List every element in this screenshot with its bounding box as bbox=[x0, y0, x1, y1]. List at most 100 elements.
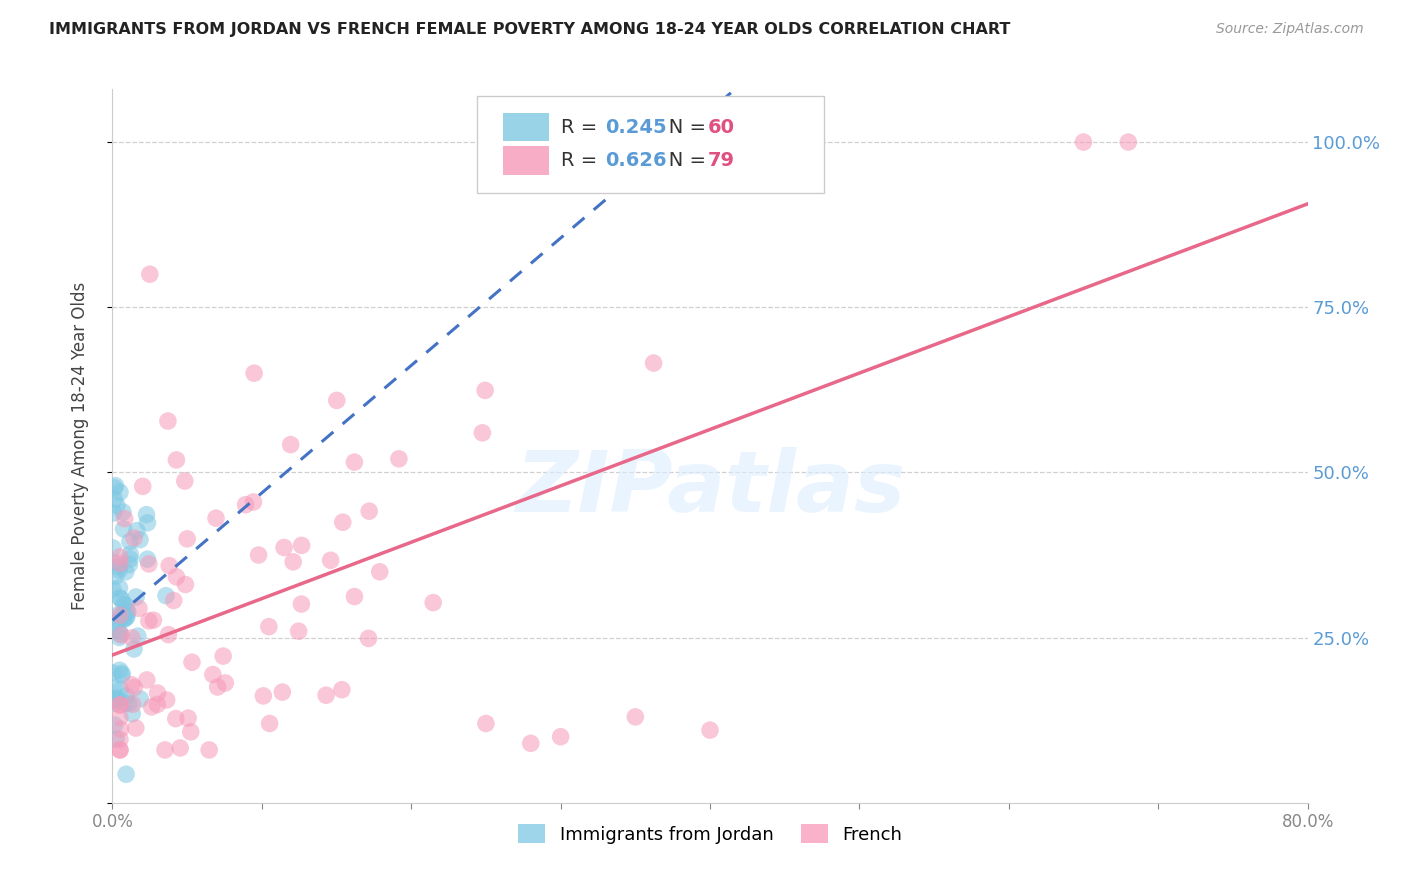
Point bbox=[1073, 135, 1095, 149]
Point bbox=[125, 590, 148, 604]
Point bbox=[105, 692, 128, 706]
Point bbox=[122, 642, 145, 657]
Point bbox=[108, 581, 131, 595]
Point bbox=[243, 366, 266, 380]
Point bbox=[118, 558, 141, 572]
Point bbox=[643, 356, 665, 370]
Point bbox=[173, 474, 195, 488]
Point bbox=[280, 437, 302, 451]
Point bbox=[388, 451, 411, 466]
Point bbox=[125, 524, 148, 538]
Point bbox=[108, 549, 131, 564]
Point bbox=[108, 563, 131, 577]
Point bbox=[121, 698, 143, 712]
Point bbox=[103, 693, 125, 707]
Point bbox=[273, 541, 295, 555]
Point bbox=[163, 593, 186, 607]
Text: 0.245: 0.245 bbox=[605, 118, 666, 136]
Point bbox=[136, 516, 159, 530]
Point bbox=[112, 611, 135, 625]
Point bbox=[252, 689, 274, 703]
Point bbox=[475, 716, 498, 731]
Point bbox=[110, 628, 132, 642]
Point bbox=[343, 455, 366, 469]
Point bbox=[141, 699, 163, 714]
Point bbox=[108, 698, 131, 713]
Point bbox=[359, 504, 381, 518]
FancyBboxPatch shape bbox=[477, 96, 824, 193]
Point bbox=[108, 663, 131, 677]
Point bbox=[108, 743, 131, 757]
Point bbox=[105, 499, 128, 513]
Point bbox=[156, 414, 179, 428]
Point bbox=[114, 512, 136, 526]
Point bbox=[357, 632, 380, 646]
Point bbox=[368, 565, 391, 579]
Point bbox=[108, 591, 131, 605]
Point bbox=[101, 665, 124, 680]
Y-axis label: Female Poverty Among 18-24 Year Olds: Female Poverty Among 18-24 Year Olds bbox=[70, 282, 89, 610]
Point bbox=[326, 393, 349, 408]
Point bbox=[330, 682, 353, 697]
Text: 79: 79 bbox=[707, 151, 735, 170]
Point bbox=[474, 384, 496, 398]
Point bbox=[174, 577, 197, 591]
Point bbox=[101, 616, 124, 631]
Text: N =: N = bbox=[651, 118, 713, 136]
Point bbox=[290, 597, 312, 611]
Point bbox=[108, 557, 131, 571]
Point bbox=[103, 481, 125, 495]
Point bbox=[146, 686, 169, 700]
Point bbox=[169, 740, 191, 755]
FancyBboxPatch shape bbox=[503, 112, 548, 141]
Point bbox=[121, 631, 143, 645]
Point bbox=[742, 139, 765, 153]
Point bbox=[176, 532, 198, 546]
Point bbox=[205, 511, 228, 525]
Point bbox=[165, 453, 187, 467]
Point bbox=[111, 608, 134, 623]
Point bbox=[111, 668, 134, 682]
Point bbox=[122, 531, 145, 545]
Point bbox=[165, 570, 187, 584]
Point bbox=[624, 710, 647, 724]
Point bbox=[121, 706, 143, 721]
Point bbox=[471, 425, 494, 440]
Point bbox=[111, 505, 134, 519]
Point bbox=[107, 624, 129, 638]
Point bbox=[157, 558, 180, 573]
Point bbox=[283, 555, 305, 569]
Point bbox=[343, 590, 366, 604]
Text: 0.626: 0.626 bbox=[605, 151, 666, 170]
Point bbox=[104, 696, 127, 710]
Point bbox=[247, 548, 270, 562]
Point bbox=[550, 730, 572, 744]
Point bbox=[105, 690, 128, 705]
Point bbox=[104, 478, 127, 492]
Point bbox=[155, 589, 177, 603]
Point bbox=[108, 732, 131, 747]
Point bbox=[110, 722, 132, 736]
Point bbox=[271, 685, 294, 699]
Point bbox=[242, 495, 264, 509]
Point bbox=[115, 611, 138, 625]
Point bbox=[136, 552, 159, 566]
Point bbox=[138, 557, 160, 571]
Point bbox=[104, 569, 127, 583]
Point bbox=[699, 723, 721, 738]
Point bbox=[105, 732, 128, 747]
Point bbox=[110, 592, 132, 607]
Point bbox=[142, 613, 165, 627]
Point bbox=[157, 628, 180, 642]
Point bbox=[108, 710, 131, 724]
Point bbox=[108, 698, 131, 712]
Point bbox=[115, 609, 138, 624]
Point bbox=[112, 522, 135, 536]
Point bbox=[115, 604, 138, 618]
Point bbox=[132, 479, 155, 493]
FancyBboxPatch shape bbox=[503, 146, 548, 175]
Point bbox=[139, 267, 162, 281]
Point bbox=[214, 676, 236, 690]
Text: N =: N = bbox=[651, 151, 713, 170]
Point bbox=[153, 743, 176, 757]
